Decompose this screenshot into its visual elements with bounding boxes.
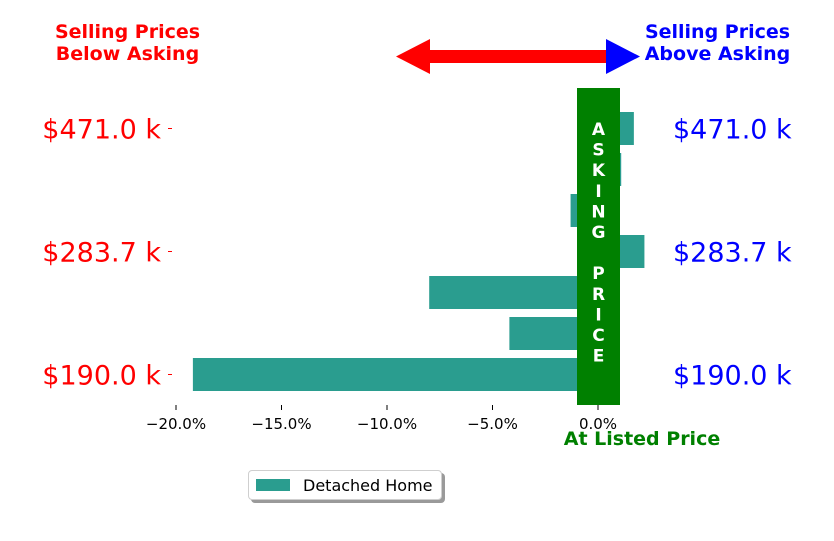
price-labels: $190.0 k $190.0 k $283.7 k $283.7 k $471.0 k…	[42, 115, 792, 392]
bar-0	[192, 358, 598, 391]
x-tick-label: −15.0%	[251, 415, 311, 433]
arrow-head-right	[606, 39, 640, 74]
asking-band-letter: E	[593, 347, 605, 367]
bar-2	[429, 276, 598, 309]
asking-band-letter: A	[592, 120, 606, 140]
asking-band-letter: S	[592, 141, 604, 161]
below-asking-heading-line2: Below Asking	[55, 43, 200, 65]
price-label-left: $471.0 k	[42, 115, 161, 146]
above-asking-heading-line2: Above Asking	[644, 43, 791, 65]
price-label-left: $283.7 k	[42, 238, 161, 269]
at-listed-price-label: At Listed Price	[564, 428, 720, 450]
legend-label: Detached Home	[303, 475, 433, 495]
x-tick-label: −5.0%	[467, 415, 518, 433]
asking-band-letter: I	[595, 182, 601, 202]
below-asking-heading: Selling Prices Below Asking	[40, 21, 215, 65]
price-label-right: $190.0 k	[673, 361, 792, 392]
asking-band-letter: R	[592, 285, 605, 305]
above-asking-heading: Selling Prices Above Asking	[630, 21, 805, 65]
price-label-right: $283.7 k	[673, 238, 792, 269]
asking-band-letter: I	[595, 305, 601, 325]
bars-layer	[192, 112, 645, 391]
price-label-right: $471.0 k	[673, 115, 792, 146]
arrow-head-left	[396, 39, 430, 74]
above-asking-heading-line1: Selling Prices	[644, 21, 791, 43]
x-tick-label: 0.0%	[579, 415, 617, 433]
legend: Detached Home	[248, 470, 442, 500]
price-label-left: $190.0 k	[42, 361, 161, 392]
x-axis: −20.0% −15.0% −10.0% −5.0% 0.0%	[146, 405, 617, 433]
arrow-shaft	[428, 50, 608, 63]
asking-band-rect	[577, 88, 620, 405]
asking-band-letter: K	[592, 161, 606, 181]
legend-swatch	[256, 479, 290, 491]
asking-band-letter: G	[592, 223, 606, 243]
asking-band-letter: N	[591, 202, 605, 222]
direction-arrow	[396, 39, 640, 74]
x-tick-label: −20.0%	[146, 415, 206, 433]
asking-band-letter: C	[592, 326, 604, 346]
asking-band-letter: P	[592, 264, 604, 284]
x-tick-label: −10.0%	[357, 415, 417, 433]
below-asking-heading-line1: Selling Prices	[54, 21, 201, 43]
